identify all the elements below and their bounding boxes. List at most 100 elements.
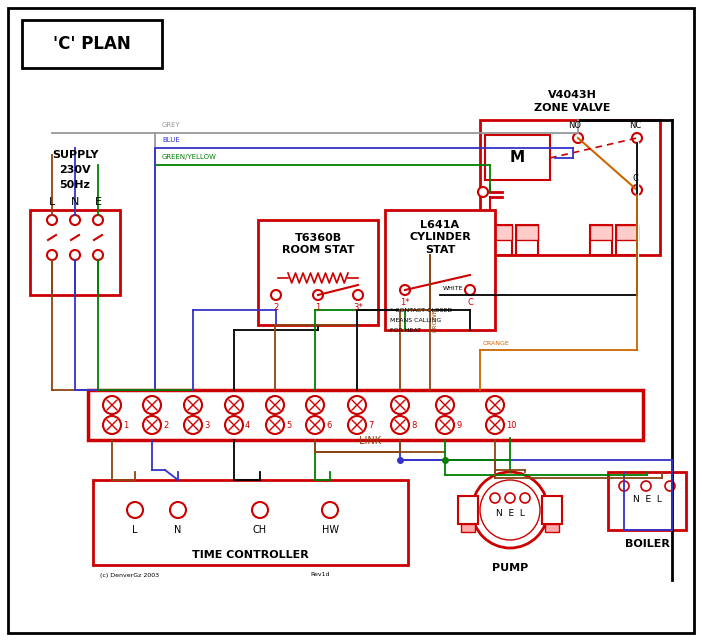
Circle shape (143, 416, 161, 434)
Circle shape (472, 472, 548, 548)
Circle shape (400, 285, 410, 295)
Text: 50Hz: 50Hz (60, 180, 91, 190)
Circle shape (436, 416, 454, 434)
Circle shape (573, 133, 583, 143)
Text: MEANS CALLING: MEANS CALLING (390, 317, 442, 322)
Text: N  E  L: N E L (496, 508, 524, 517)
Text: 8: 8 (411, 420, 416, 429)
Text: GREEN/YELLOW: GREEN/YELLOW (162, 154, 217, 160)
Text: 1: 1 (315, 303, 321, 312)
Circle shape (480, 480, 540, 540)
Circle shape (306, 396, 324, 414)
Text: GREY: GREY (162, 122, 180, 128)
Text: 4: 4 (245, 420, 250, 429)
Circle shape (322, 502, 338, 518)
Text: Rev1d: Rev1d (310, 572, 329, 578)
Circle shape (225, 396, 243, 414)
Circle shape (271, 290, 281, 300)
Text: CH: CH (253, 525, 267, 535)
Circle shape (486, 396, 504, 414)
Text: V4043H: V4043H (548, 90, 597, 100)
Circle shape (478, 187, 488, 197)
Bar (490, 225, 512, 240)
Text: 5: 5 (286, 420, 291, 429)
Text: HW: HW (322, 525, 338, 535)
Text: 1: 1 (123, 420, 128, 429)
Text: N  E  L: N E L (633, 495, 661, 504)
Circle shape (103, 396, 121, 414)
Circle shape (391, 416, 409, 434)
Circle shape (47, 215, 57, 225)
Text: CYLINDER: CYLINDER (409, 232, 471, 242)
Text: L: L (49, 197, 55, 207)
Text: ZONE VALVE: ZONE VALVE (534, 103, 610, 113)
Circle shape (266, 396, 284, 414)
Text: PUMP: PUMP (492, 563, 528, 573)
Bar (30, 210, 120, 295)
Text: 2: 2 (163, 420, 168, 429)
Circle shape (127, 502, 143, 518)
Text: 7: 7 (368, 420, 373, 429)
Text: ROOM STAT: ROOM STAT (282, 245, 355, 255)
Circle shape (486, 416, 504, 434)
Circle shape (665, 481, 675, 491)
Circle shape (184, 396, 202, 414)
Text: 1*: 1* (400, 297, 410, 306)
Text: L: L (132, 525, 138, 535)
Text: BLUE: BLUE (162, 137, 180, 143)
Text: 2: 2 (273, 303, 279, 312)
Circle shape (465, 285, 475, 295)
Circle shape (143, 396, 161, 414)
Bar (485, 135, 550, 180)
Circle shape (266, 416, 284, 434)
Circle shape (505, 493, 515, 503)
Text: 230V: 230V (59, 165, 91, 175)
Text: LINK: LINK (359, 436, 381, 446)
Circle shape (391, 396, 409, 414)
Text: 10: 10 (506, 420, 517, 429)
Bar (616, 225, 638, 255)
Circle shape (641, 481, 651, 491)
Bar (542, 496, 562, 524)
Bar (88, 390, 643, 440)
Circle shape (184, 416, 202, 434)
Circle shape (225, 416, 243, 434)
Circle shape (93, 250, 103, 260)
Bar (385, 210, 495, 330)
Text: N: N (71, 197, 79, 207)
Text: NO: NO (569, 121, 581, 129)
Text: FOR HEAT: FOR HEAT (390, 328, 421, 333)
Circle shape (170, 502, 186, 518)
Text: STAT: STAT (425, 245, 455, 255)
Text: C: C (467, 297, 473, 306)
Text: NC: NC (629, 121, 641, 129)
Bar (461, 524, 475, 532)
Circle shape (632, 185, 642, 195)
Text: BOILER: BOILER (625, 539, 670, 549)
Text: * CONTACT CLOSED: * CONTACT CLOSED (390, 308, 452, 313)
Circle shape (306, 416, 324, 434)
Bar (516, 225, 538, 240)
Text: 9: 9 (456, 420, 461, 429)
Circle shape (520, 493, 530, 503)
Circle shape (436, 396, 454, 414)
Text: E: E (95, 197, 102, 207)
Bar (590, 225, 612, 240)
Text: (c) DenverGz 2003: (c) DenverGz 2003 (100, 572, 159, 578)
Bar (608, 472, 686, 530)
Text: BROWN: BROWN (432, 308, 437, 332)
Bar (258, 220, 378, 325)
Bar (545, 524, 559, 532)
Bar (93, 480, 408, 565)
Text: 6: 6 (326, 420, 331, 429)
Circle shape (490, 493, 500, 503)
Bar (490, 225, 512, 255)
Bar (480, 120, 660, 255)
Text: L641A: L641A (420, 220, 460, 230)
Circle shape (313, 290, 323, 300)
Bar (458, 496, 478, 524)
Bar (590, 225, 612, 255)
Text: M: M (510, 149, 524, 165)
Text: 3*: 3* (353, 303, 363, 312)
Circle shape (632, 133, 642, 143)
